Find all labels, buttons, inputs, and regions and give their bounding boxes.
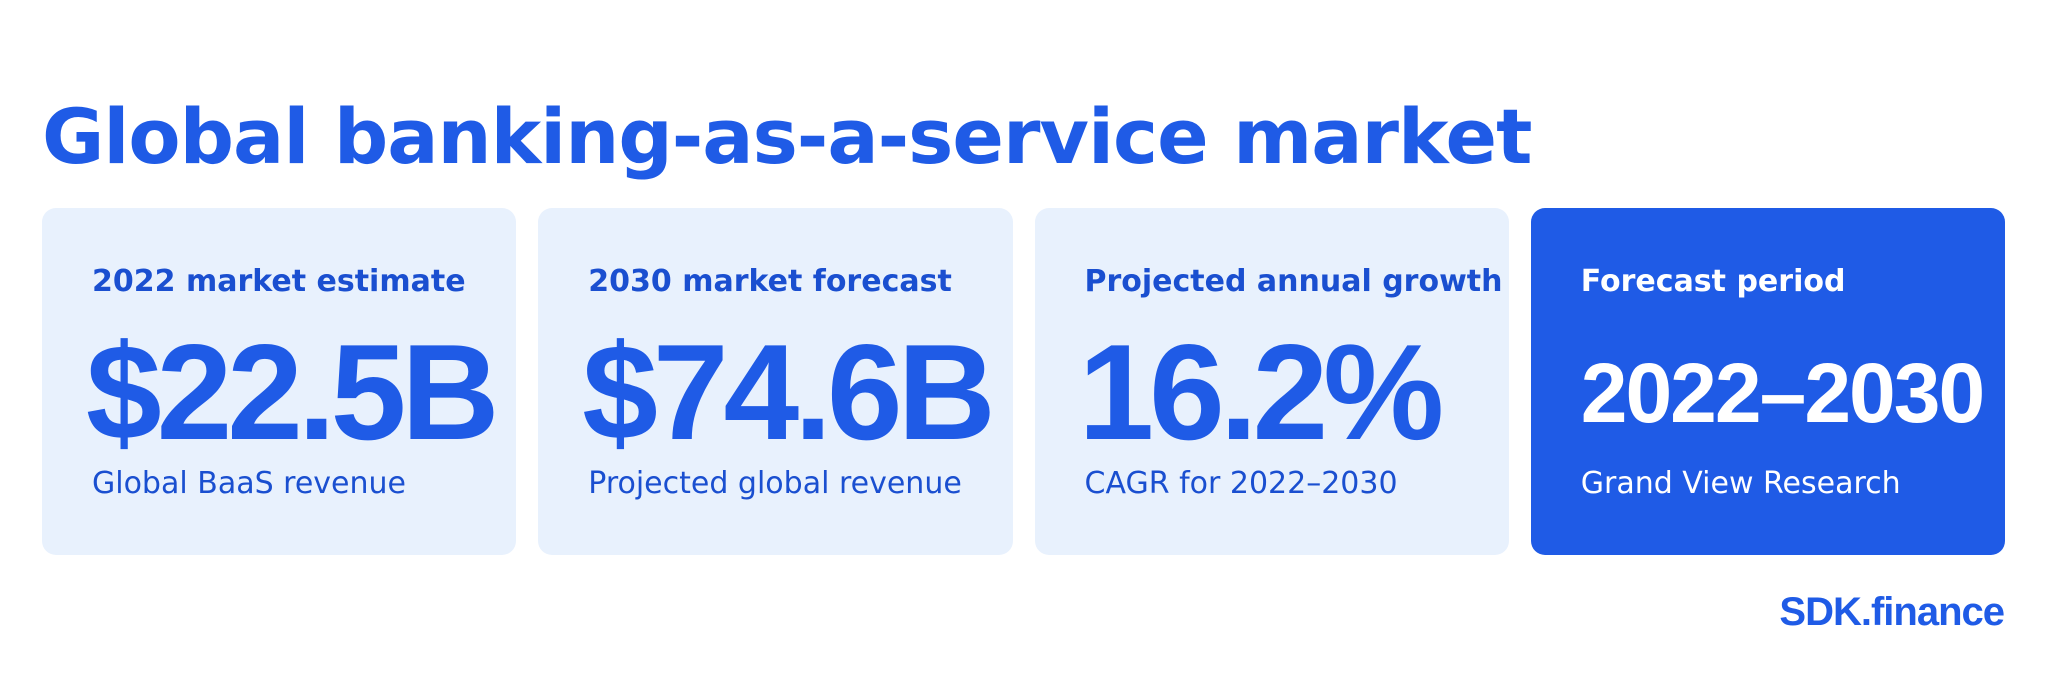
stat-card-value: 2022–2030 bbox=[1580, 346, 1985, 440]
stat-card-label: Forecast period bbox=[1580, 264, 1846, 299]
stat-card-caption: CAGR for 2022–2030 bbox=[1084, 466, 1398, 501]
stat-card-annual-growth: Projected annual growth 16.2% CAGR for 2… bbox=[1034, 208, 1509, 555]
stat-card-caption: Global BaaS revenue bbox=[92, 466, 406, 501]
stat-card-2022-estimate: 2022 market estimate $22.5B Global BaaS … bbox=[42, 208, 517, 555]
stat-card-caption: Grand View Research bbox=[1580, 466, 1901, 501]
stat-card-label: 2022 market estimate bbox=[92, 264, 466, 299]
stat-card-2030-forecast: 2030 market forecast $74.6B Projected gl… bbox=[538, 208, 1013, 555]
stat-card-value: $22.5B bbox=[86, 316, 500, 468]
stat-card-caption: Projected global revenue bbox=[588, 466, 962, 501]
stat-card-label: Projected annual growth bbox=[1084, 264, 1503, 299]
stat-card-label: 2030 market forecast bbox=[588, 264, 952, 299]
stats-cards: 2022 market estimate $22.5B Global BaaS … bbox=[42, 208, 2005, 555]
brand-logo: SDK.finance bbox=[1779, 590, 2005, 634]
stat-card-value: 16.2% bbox=[1078, 316, 1445, 468]
stat-card-value: $74.6B bbox=[582, 316, 996, 468]
page-title: Global banking-as-a-service market bbox=[42, 92, 1532, 181]
stat-card-forecast-period: Forecast period 2022–2030 Grand View Res… bbox=[1530, 208, 2005, 555]
